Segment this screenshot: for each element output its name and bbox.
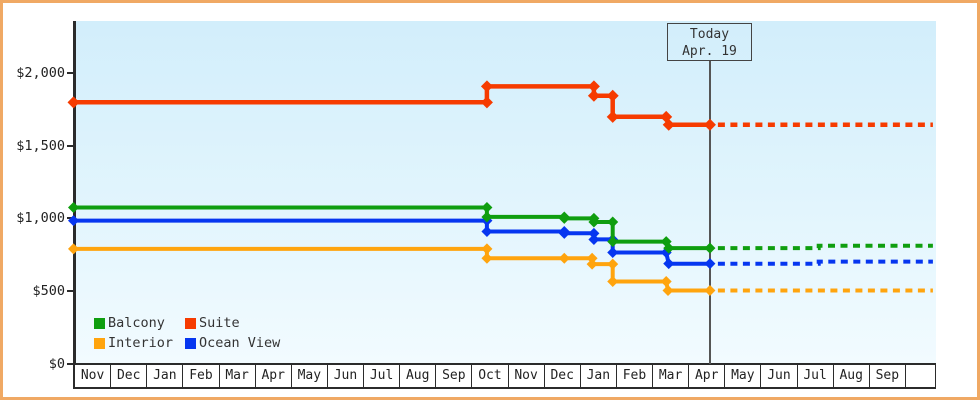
- y-axis-label: $1,500: [16, 137, 65, 154]
- legend-label: Balcony: [108, 315, 165, 331]
- legend-item-ocean-view: Ocean View: [185, 335, 280, 351]
- legend: Balcony Suite Interior Ocean View: [94, 315, 280, 351]
- legend-swatch-suite: [185, 317, 196, 329]
- y-axis-tick: [67, 144, 74, 147]
- y-axis-tick: [67, 72, 74, 75]
- legend-swatch-ocean-view: [185, 337, 196, 349]
- x-axis-month-label: Jul: [364, 365, 401, 387]
- x-axis-month-label: Jun: [328, 365, 364, 387]
- x-axis-month-label: Sep: [870, 365, 906, 387]
- today-label: Today: [689, 27, 730, 42]
- y-axis-label: $500: [32, 282, 65, 299]
- y-axis-tick: [67, 289, 74, 292]
- today-marker-box: Today Apr. 19: [667, 23, 752, 61]
- legend-label: Ocean View: [199, 335, 281, 351]
- x-axis-month-label: May: [725, 365, 762, 387]
- y-axis-label: $1,000: [16, 210, 65, 227]
- y-axis-label: $2,000: [16, 65, 65, 82]
- x-axis-month-label: Mar: [220, 365, 256, 387]
- x-axis-month-label: Feb: [617, 365, 653, 387]
- x-axis-month-label: Dec: [545, 365, 581, 387]
- x-axis-month-label: Jul: [798, 365, 834, 387]
- x-axis-month-label: Nov: [75, 365, 112, 387]
- legend-item-balcony: Balcony: [94, 315, 185, 331]
- y-axis-line: [73, 21, 76, 365]
- y-axis-tick: [67, 362, 74, 365]
- x-axis-month-label: Aug: [400, 365, 437, 387]
- x-axis-month-label: Mar: [653, 365, 690, 387]
- x-axis-month-band: Nov Dec Jan Feb Mar Apr May Jun Jul Aug Sep Oct Nov D…: [73, 365, 936, 389]
- x-axis-empty-cell: [906, 365, 935, 387]
- legend-swatch-balcony: [94, 317, 105, 329]
- x-axis-month-label: Oct: [472, 365, 509, 387]
- today-vertical-line: [709, 60, 711, 364]
- today-date-label: Apr. 19: [682, 44, 737, 59]
- x-axis-month-label: Jan: [581, 365, 617, 387]
- legend-label: Suite: [199, 315, 240, 331]
- x-axis-month-label: May: [292, 365, 328, 387]
- x-axis-month-label: Feb: [183, 365, 220, 387]
- y-axis-tick: [67, 217, 74, 220]
- x-axis-month-label: Apr: [256, 365, 292, 387]
- x-axis-month-label: Apr: [689, 365, 726, 387]
- plot-background: [75, 21, 936, 363]
- x-axis-month-label: Jan: [147, 365, 184, 387]
- x-axis-month-label: Aug: [834, 365, 870, 387]
- x-axis-month-label: Dec: [111, 365, 148, 387]
- x-axis-month-label: Sep: [436, 365, 473, 387]
- legend-label: Interior: [108, 335, 174, 351]
- x-axis-line: [73, 363, 936, 365]
- x-axis-month-label: Nov: [509, 365, 545, 387]
- legend-swatch-interior: [94, 337, 105, 349]
- legend-item-suite: Suite: [185, 315, 280, 331]
- x-axis-month-label: Jun: [761, 365, 798, 387]
- legend-item-interior: Interior: [94, 335, 185, 351]
- y-axis-label: $0: [48, 355, 65, 372]
